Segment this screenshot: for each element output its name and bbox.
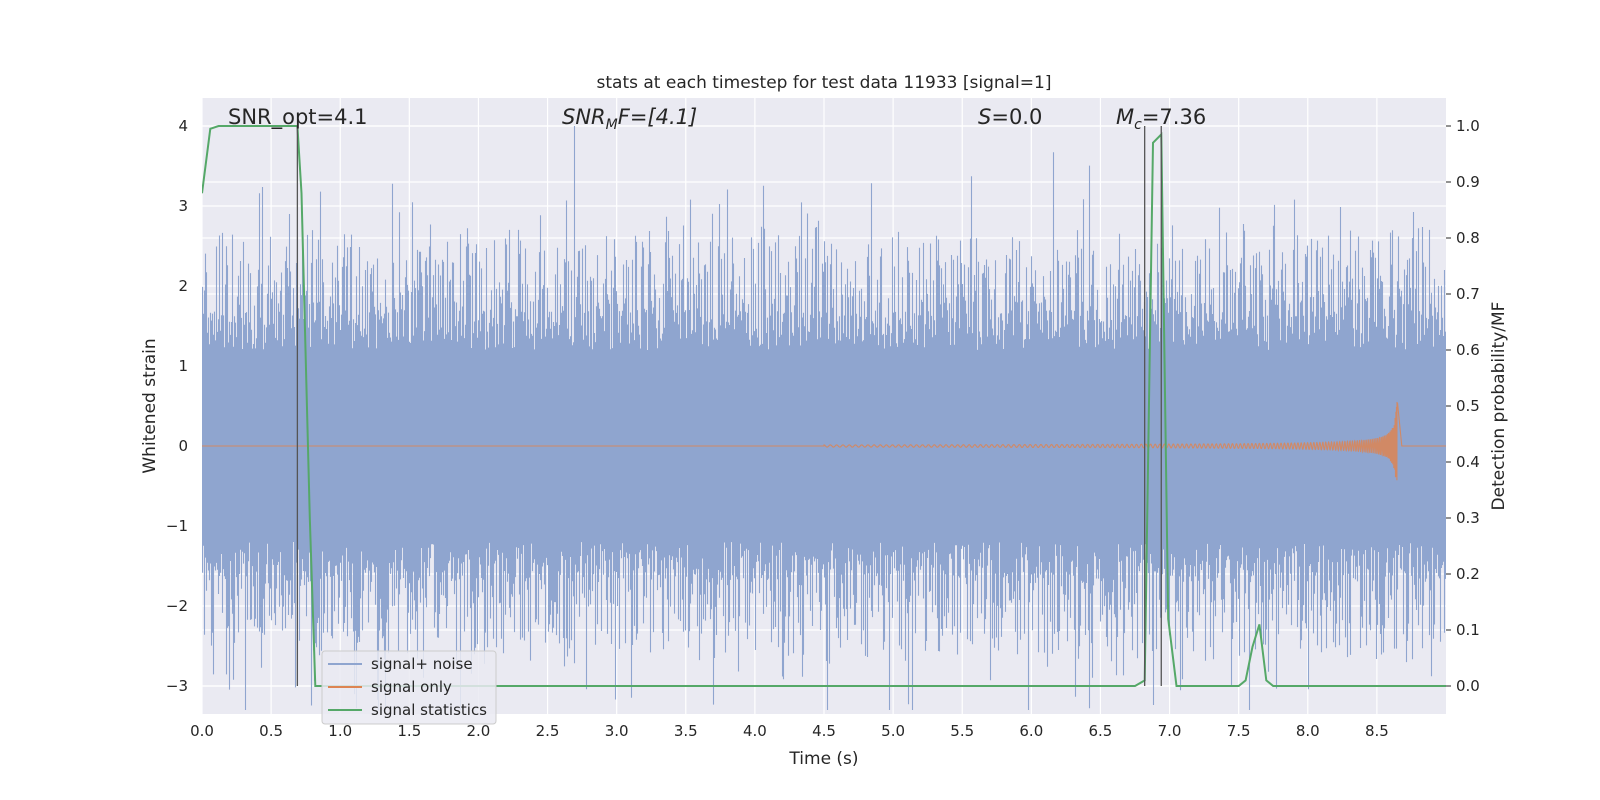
y-tick-label: −3 <box>166 677 188 695</box>
annotation-snr-mf: SNRMF=[4.1] <box>562 105 697 133</box>
annotation-snr-mf-sub: M <box>606 117 618 133</box>
y-tick-label: 1 <box>178 357 188 375</box>
x-tick-label: 0.0 <box>190 722 214 740</box>
x-tick-label: 0.5 <box>259 722 283 740</box>
annotation-snr-mf-base: SNR <box>562 105 606 129</box>
y-tick-label: 0 <box>178 437 188 455</box>
x-tick-label: 1.5 <box>397 722 421 740</box>
annotation-mc: Mc=7.36 <box>1116 105 1206 133</box>
x-tick-label: 2.0 <box>467 722 491 740</box>
annotation-s-italic: S <box>978 105 991 129</box>
y2-tick-label: 0.9 <box>1456 173 1480 191</box>
x-tick-label: 4.5 <box>812 722 836 740</box>
x-tick-label: 5.5 <box>950 722 974 740</box>
x-tick-label: 4.0 <box>743 722 767 740</box>
x-tick-label: 7.5 <box>1227 722 1251 740</box>
legend-label-signal-only: signal only <box>371 678 452 696</box>
x-tick-label: 1.0 <box>328 722 352 740</box>
legend-box <box>321 650 497 725</box>
legend-label-signal-noise: signal+ noise <box>371 655 473 673</box>
x-tick-label: 6.5 <box>1089 722 1113 740</box>
y2-tick-label: 0.3 <box>1456 509 1480 527</box>
annotation-s: S=0.0 <box>978 105 1042 129</box>
x-tick-label: 3.0 <box>605 722 629 740</box>
x-tick-label: 8.0 <box>1296 722 1320 740</box>
y2-tick-label: 0.1 <box>1456 621 1480 639</box>
x-tick-label: 7.0 <box>1158 722 1182 740</box>
y2-tick-label: 0.0 <box>1456 677 1480 695</box>
y2-tick-label: 0.8 <box>1456 229 1480 247</box>
annotation-snr-opt: SNR_opt=4.1 <box>228 105 368 130</box>
tick-labels: 0.0 0.5 1.0 1.5 2.0 2.5 3.0 3.5 4.0 4.5 5.0 5.5 6.0 6… <box>166 117 1480 740</box>
y2-tick-label: 0.6 <box>1456 341 1480 359</box>
y-tick-label: 2 <box>178 277 188 295</box>
vertical-markers <box>296 126 1162 686</box>
y-tick-label: −1 <box>166 517 188 535</box>
y2-tick-label: 0.7 <box>1456 285 1480 303</box>
x-tick-label: 3.5 <box>674 722 698 740</box>
y2-axis-label: Detection probability/MF <box>1489 302 1509 511</box>
y-tick-label: 4 <box>178 117 188 135</box>
y-axis-label: Whitened strain <box>140 338 160 473</box>
annotation-mc-sub: c <box>1134 117 1142 133</box>
y2-tick-label: 0.2 <box>1456 565 1480 583</box>
annotations: SNR_opt=4.1 SNRMF=[4.1] S=0.0 Mc=7.36 <box>228 105 1206 133</box>
x-tick-label: 5.0 <box>881 722 905 740</box>
x-tick-label: 6.0 <box>1019 722 1043 740</box>
annotation-s-rest: =0.0 <box>991 105 1042 129</box>
x-tick-label: 8.5 <box>1365 722 1389 740</box>
y2-tick-label: 0.5 <box>1456 397 1480 415</box>
y-tick-label: −2 <box>166 597 188 615</box>
chart-title: stats at each timestep for test data 119… <box>597 73 1052 93</box>
annotation-mc-base: M <box>1116 105 1134 129</box>
annotation-mc-rest: =7.36 <box>1142 105 1206 129</box>
y2-tick-label: 1.0 <box>1456 117 1480 135</box>
series-signal-only <box>202 401 1446 481</box>
legend: signal+ noise signal only signal statist… <box>321 650 497 725</box>
y-tick-label: 3 <box>178 197 188 215</box>
legend-label-signal-statistics: signal statistics <box>371 701 487 719</box>
x-axis-label: Time (s) <box>788 749 858 769</box>
x-tick-label: 2.5 <box>536 722 560 740</box>
y2-tick-label: 0.4 <box>1456 453 1480 471</box>
annotation-snr-mf-rest: F=[4.1] <box>618 105 697 129</box>
